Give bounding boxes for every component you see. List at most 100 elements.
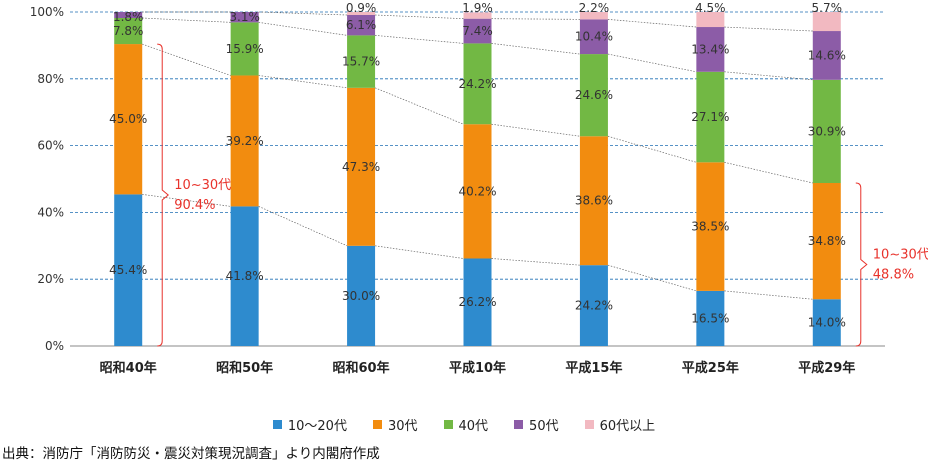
bar-segment xyxy=(812,12,841,32)
data-label: 14.6% xyxy=(808,48,846,62)
legend-item-30s: 30代 xyxy=(372,414,418,434)
data-label: 15.7% xyxy=(342,55,380,69)
connector-line xyxy=(607,53,697,73)
data-label: 15.9% xyxy=(226,42,264,56)
bar-segment xyxy=(696,290,725,346)
legend: 10～20代 30代 40代 50代 60代以上 xyxy=(0,414,928,434)
bar-segment xyxy=(347,35,376,88)
x-tick-label: 昭和40年 xyxy=(100,360,157,376)
bar-segment xyxy=(463,18,492,44)
data-label: 38.5% xyxy=(691,220,729,234)
bar-segment xyxy=(463,43,492,125)
bar-segment xyxy=(579,54,608,137)
data-label: 7.4% xyxy=(462,24,493,38)
data-label: 45.0% xyxy=(109,112,147,126)
data-label: 34.8% xyxy=(808,234,846,248)
connector-line xyxy=(724,290,813,300)
bar-segment xyxy=(230,22,259,76)
annotation-value: 48.8% xyxy=(873,268,914,283)
data-label: 24.2% xyxy=(458,77,496,91)
x-tick-label: 平成10年 xyxy=(449,360,506,376)
data-label: 13.4% xyxy=(691,42,729,56)
data-label: 1.8% xyxy=(113,10,144,24)
legend-label-50s: 50代 xyxy=(529,418,559,434)
x-tick-label: 平成25年 xyxy=(682,360,739,376)
bar-segment xyxy=(696,71,725,163)
y-tick-label: 0% xyxy=(45,339,64,353)
bar-segment xyxy=(114,44,143,195)
bar-segment xyxy=(347,87,376,246)
bar-segment xyxy=(812,79,841,184)
y-tick-label: 100% xyxy=(30,5,64,19)
data-label: 39.2% xyxy=(226,134,264,148)
data-label: 3.1% xyxy=(229,10,260,24)
bar-segment xyxy=(696,27,725,72)
connector-line xyxy=(375,14,464,20)
bar-segment xyxy=(579,19,608,55)
connector-line xyxy=(491,258,580,266)
connector-line xyxy=(724,26,813,32)
data-label: 16.5% xyxy=(691,311,729,325)
data-label: 40.2% xyxy=(458,184,496,198)
bar-segment xyxy=(812,299,841,346)
annotation-label: 10~30代 xyxy=(174,178,231,193)
data-label: 10.4% xyxy=(575,30,613,44)
connector-line xyxy=(607,264,697,292)
data-label: 0.9% xyxy=(346,1,377,15)
y-tick-label: 20% xyxy=(37,272,64,286)
bar-segment xyxy=(579,265,608,346)
x-tick-label: 昭和50年 xyxy=(216,360,273,376)
legend-label-30s: 30代 xyxy=(387,418,418,434)
bar-segment xyxy=(812,31,841,80)
y-tick-label: 60% xyxy=(37,139,64,153)
connector-line xyxy=(375,245,464,259)
bar-segment xyxy=(347,245,376,346)
data-label: 14.0% xyxy=(808,316,846,330)
legend-item-10-20s: 10～20代 xyxy=(272,414,347,434)
bar-segment xyxy=(347,15,376,36)
legend-item-50s: 50代 xyxy=(514,414,559,434)
data-label: 45.4% xyxy=(109,263,147,277)
x-tick-label: 昭和60年 xyxy=(333,360,390,376)
legend-swatch-60s-plus xyxy=(584,419,594,429)
data-label: 2.2% xyxy=(579,1,610,15)
source-note: 出典：消防庁「消防防災・震災対策現況調査」より内閣府作成 xyxy=(2,446,380,462)
data-label: 27.1% xyxy=(691,110,729,124)
bar-segment xyxy=(463,12,492,19)
data-label: 24.6% xyxy=(575,88,613,102)
legend-swatch-10-20s xyxy=(272,419,282,429)
bar-segment xyxy=(230,12,259,23)
data-label: 4.5% xyxy=(695,1,726,15)
bar-segment xyxy=(463,258,492,346)
connector-line xyxy=(258,75,348,89)
data-label: 47.3% xyxy=(342,160,380,174)
data-label: 1.9% xyxy=(462,1,493,15)
data-label: 38.6% xyxy=(575,194,613,208)
y-tick-label: 40% xyxy=(37,205,64,219)
data-label: 5.7% xyxy=(812,1,843,15)
annotation-bracket xyxy=(157,43,169,347)
bar-segment xyxy=(812,183,841,300)
bar-segment xyxy=(696,162,725,291)
connector-line xyxy=(375,35,464,44)
bar-segment xyxy=(114,194,143,346)
bar-segment xyxy=(230,75,259,207)
bar-segment xyxy=(463,124,492,259)
legend-label-10-20s: 10～20代 xyxy=(287,418,347,434)
data-label: 24.2% xyxy=(575,299,613,313)
bar-segment xyxy=(114,18,143,45)
bar-segment xyxy=(114,12,143,19)
connector-line xyxy=(491,18,580,20)
data-label: 6.1% xyxy=(346,18,377,32)
stacked-bar-chart: 0% 20% 40% 60% 80% 100% 昭和40年 昭和50年 昭和60年 平成10年 平成… xyxy=(30,1,928,376)
bar-segment xyxy=(579,136,608,266)
legend-swatch-40s xyxy=(443,419,453,429)
x-tick-label: 平成29年 xyxy=(798,360,855,376)
data-label: 30.9% xyxy=(808,124,846,138)
connector-line xyxy=(374,87,464,125)
annotation-value: 90.4% xyxy=(174,198,215,213)
legend-item-60s-plus: 60代以上 xyxy=(584,414,655,434)
legend-item-40s: 40代 xyxy=(443,414,488,434)
data-label: 7.8% xyxy=(113,24,144,38)
data-label: 30.0% xyxy=(342,289,380,303)
